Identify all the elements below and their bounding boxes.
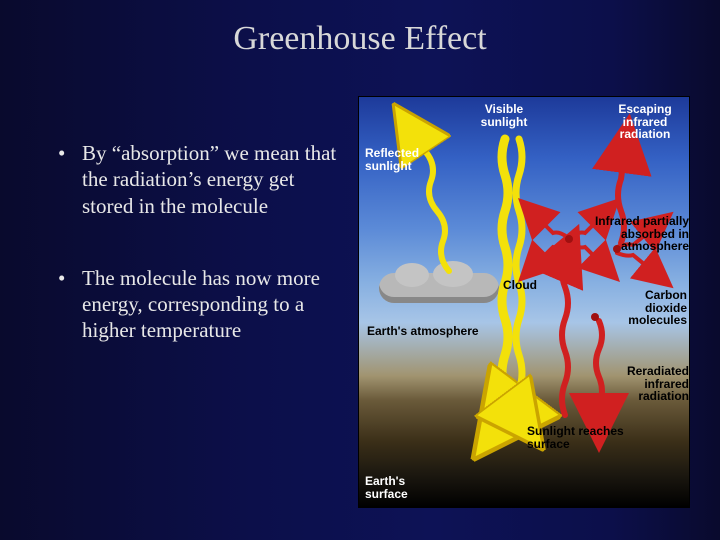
label-reradiated: Reradiated infrared radiation [605,365,689,403]
reradiated-infrared-arrow [596,321,602,417]
bullet-item: The molecule has now more energy, corres… [54,265,344,344]
cloud-shape [379,273,499,303]
label-sunlight-surface: Sunlight reaches surface [527,425,637,450]
slide: Greenhouse Effect By “absorption” we mea… [0,0,720,540]
label-partial-absorb: Infrared partially absorbed in atmospher… [569,215,689,253]
label-escaping-infrared: Escaping infrared radiation [605,103,685,141]
label-visible-sunlight: Visible sunlight [469,103,539,128]
bullet-item: By “absorption” we mean that the radiati… [54,140,344,219]
infrared-up-arrow [562,257,568,415]
bullet-list: By “absorption” we mean that the radiati… [54,140,344,390]
greenhouse-diagram: Visible sunlight Escaping infrared radia… [358,96,690,508]
label-cloud: Cloud [503,279,537,292]
label-earth-surface: Earth's surface [365,475,435,500]
label-reflected-sunlight: Reflected sunlight [365,147,435,172]
label-atmosphere: Earth's atmosphere [367,325,497,338]
label-co2: Carbon dioxide molecules [607,289,687,327]
slide-title: Greenhouse Effect [0,20,720,58]
